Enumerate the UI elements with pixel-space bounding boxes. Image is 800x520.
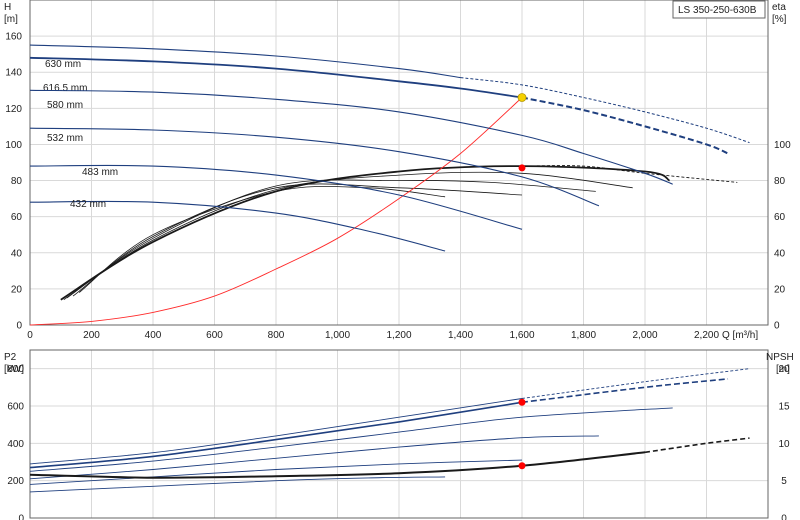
head-curve (29, 44, 461, 79)
head-curve (29, 89, 673, 185)
head-curve-label: 580 mm (47, 100, 83, 111)
bottom-y-right-title-1: NPSH (766, 352, 794, 363)
head-curve (29, 127, 600, 207)
efficiency-curve (60, 165, 671, 301)
bottom-y-left-title-2: [kW] (4, 364, 24, 375)
bottom-grid (29, 350, 768, 519)
bottom-y-right-tick-label: 10 (778, 439, 790, 450)
efficiency-curve-dashed (521, 165, 738, 183)
head-curve (29, 200, 446, 252)
bottom-y-right-title-2: [m] (776, 364, 790, 375)
efficiency-curve (63, 171, 633, 301)
top-y-left-title-1: H (4, 2, 11, 13)
power-curve-dashed (521, 368, 750, 399)
power-curve (29, 435, 599, 480)
power-curve (29, 401, 523, 469)
bottom-y-left-tick-label: 800 (7, 364, 24, 375)
x-tick-label: 1,200 (386, 330, 411, 341)
top-y-left-tick-label: 160 (5, 32, 22, 43)
efficiency-curve (78, 185, 446, 293)
x-tick-label: 0 (27, 330, 33, 341)
head-curve (29, 56, 523, 99)
x-tick-label: 2,000 (632, 330, 657, 341)
top-y-right-title-2: [%] (772, 14, 787, 25)
top-y-left-tick-label: 0 (16, 321, 22, 332)
top-y-right-tick-label: 100 (774, 140, 791, 151)
top-y-right-tick-label: 60 (774, 212, 786, 223)
x-tick-label: 1,800 (571, 330, 596, 341)
head-curve (29, 164, 523, 230)
bottom-y-right-tick-label: 5 (781, 476, 787, 487)
head-curve-label: 616.5 mm (43, 83, 87, 94)
bottom-y-right-tick-label: 0 (781, 514, 787, 520)
x-tick-label: 400 (145, 330, 162, 341)
efficiency-point-marker (518, 164, 526, 172)
x-tick-label: 1,000 (325, 330, 350, 341)
bottom-y-right-tick-label: 15 (778, 402, 790, 413)
x-tick-label: 600 (206, 330, 223, 341)
top-y-left-tick-label: 60 (11, 212, 23, 223)
x-axis-title: Q [m³/h] (722, 330, 758, 341)
top-y-left-tick-label: 140 (5, 68, 22, 79)
top-curves: 630 mm 616.5 mm 580 mm 532 mm 483 mm 432 mm (29, 44, 750, 326)
top-y-left-tick-label: 120 (5, 104, 22, 115)
power-curve (29, 476, 446, 493)
head-curve-label: 432 mm (70, 199, 106, 210)
bottom-plot-frame (29, 349, 769, 519)
head-curve-label: 630 mm (45, 59, 81, 70)
bottom-y-left-tick-label: 600 (7, 402, 24, 413)
top-y-left-tick-label: 80 (11, 176, 23, 187)
efficiency-curve (72, 183, 523, 297)
chart-title: LS 350-250-630B (678, 5, 757, 16)
npsh-curve-dashed (644, 437, 750, 454)
bottom-y-left-tick-label: 200 (7, 476, 24, 487)
bottom-y-left-tick-label: 400 (7, 439, 24, 450)
head-curve-dashed (521, 96, 729, 155)
top-y-right-tick-label: 80 (774, 176, 786, 187)
head-curve-label: 483 mm (82, 167, 118, 178)
x-tick-label: 1,400 (448, 330, 473, 341)
head-curve-dashed (460, 77, 750, 144)
power-curve (29, 459, 523, 485)
x-tick-label: 1,600 (509, 330, 534, 341)
duty-point-marker (517, 93, 527, 102)
title-box (672, 0, 766, 19)
x-tick-label: 800 (268, 330, 285, 341)
top-y-right-tick-label: 20 (774, 284, 786, 295)
power-curve (29, 398, 523, 465)
top-y-left-tick-label: 100 (5, 140, 22, 151)
top-y-right-title-1: eta (772, 2, 786, 13)
power-curve (29, 407, 673, 472)
npsh-point-marker (518, 462, 526, 470)
power-curve-dashed (521, 378, 729, 404)
bottom-y-right-tick-label: 20 (778, 364, 790, 375)
bottom-y-left-title-1: P2 (4, 352, 17, 363)
bottom-curves (29, 368, 750, 493)
power-point-marker (518, 398, 526, 406)
top-y-left-title-2: [m] (4, 14, 18, 25)
top-y-left-tick-label: 40 (11, 248, 23, 259)
bottom-y-left-tick-label: 0 (18, 514, 24, 520)
efficiency-curve (66, 179, 596, 299)
top-plot-frame (29, 0, 769, 326)
top-y-left-tick-label: 20 (11, 284, 23, 295)
npsh-curve (29, 451, 646, 479)
x-tick-label: 200 (83, 330, 100, 341)
tick-labels: 0 200 400 600 800 1,000 1,200 1,400 1,600 1,800 2,… (5, 32, 791, 520)
top-y-right-tick-label: 40 (774, 248, 786, 259)
top-y-right-tick-label: 0 (774, 321, 780, 332)
head-curve-label: 532 mm (47, 133, 83, 144)
x-tick-label: 2,200 (694, 330, 719, 341)
